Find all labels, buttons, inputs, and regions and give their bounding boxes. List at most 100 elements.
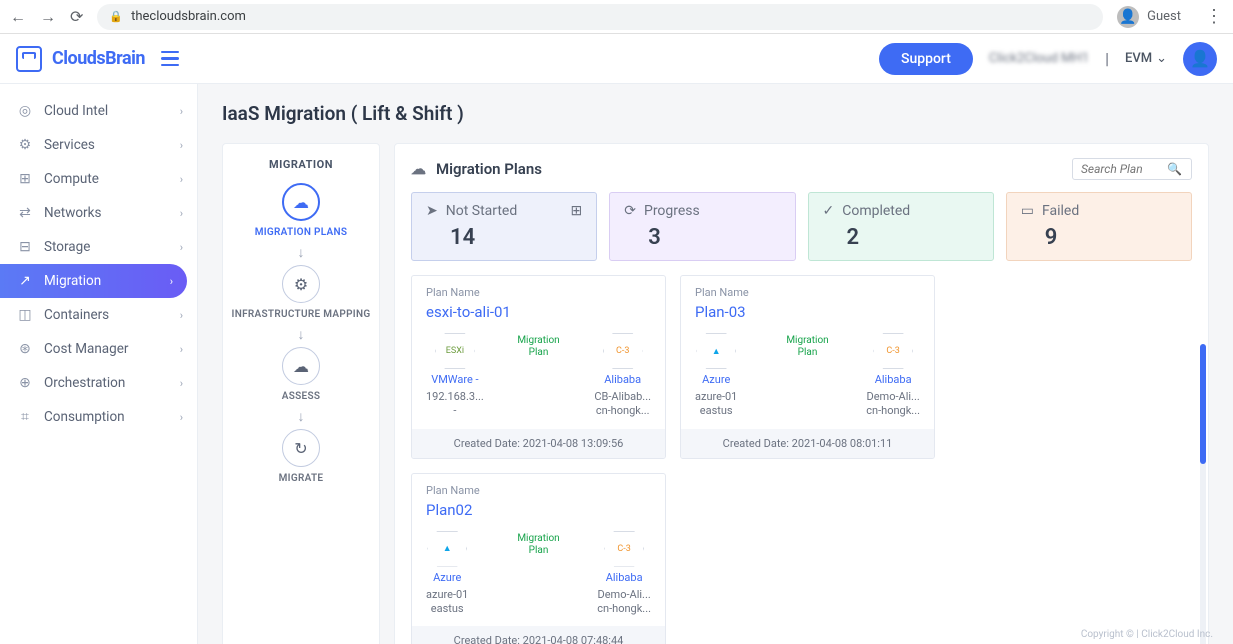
plan-name-link[interactable]: Plan02: [426, 501, 651, 519]
tree-arrow-icon: ↓: [229, 244, 373, 261]
plan-name-link[interactable]: esxi-to-ali-01: [426, 303, 651, 321]
sidebar-item-compute[interactable]: ⊞ Compute ›: [0, 162, 197, 196]
user-meta-blur: Click2Cloud MH1: [989, 51, 1089, 66]
sidebar-item-services[interactable]: ⚙ Services ›: [0, 128, 197, 162]
tree-node-migration-plans[interactable]: ☁ MIGRATION PLANS: [229, 183, 373, 238]
chevron-right-icon: ›: [170, 275, 173, 288]
chevron-right-icon: ›: [180, 173, 183, 186]
search-plan-input[interactable]: [1081, 162, 1161, 176]
url-bar[interactable]: 🔒 thecloudsbrain.com: [97, 4, 1103, 30]
tree-arrow-icon: ↓: [229, 326, 373, 343]
chevron-right-icon: ›: [180, 105, 183, 118]
plan-label: Plan Name: [695, 286, 920, 299]
sidebar-item-cost-manager[interactable]: ⊛ Cost Manager ›: [0, 332, 197, 366]
stat-not-started[interactable]: ➤ Not Started ⊞ 14: [411, 192, 597, 261]
tree-node-infrastructure-mapping[interactable]: ⚙ INFRASTRUCTURE MAPPING: [229, 265, 373, 320]
chevron-right-icon: ›: [180, 343, 183, 356]
guest-avatar-icon: 👤: [1117, 6, 1139, 28]
source-hex-icon: ▲: [427, 531, 467, 567]
migration-tree-panel: MIGRATION ☁ MIGRATION PLANS ↓ ⚙ INFRASTRUC…: [222, 143, 380, 644]
sidebar-icon: ⊟: [16, 239, 34, 255]
sidebar-item-storage[interactable]: ⊟ Storage ›: [0, 230, 197, 264]
tree-node-icon: ↻: [282, 429, 320, 467]
sidebar-label: Cost Manager: [44, 341, 128, 357]
sidebar-item-orchestration[interactable]: ⊕ Orchestration ›: [0, 366, 197, 400]
sidebar-icon: ◫: [16, 307, 34, 323]
sidebar-item-cloud-intel[interactable]: ◎ Cloud Intel ›: [0, 94, 197, 128]
source-cloud: ESXi VMWare - 192.168.3...-: [426, 333, 484, 419]
browser-menu-icon[interactable]: ⋮: [1195, 6, 1223, 27]
tree-node-assess[interactable]: ☁ ASSESS: [229, 347, 373, 402]
back-button[interactable]: ←: [10, 7, 26, 27]
url-text: thecloudsbrain.com: [131, 9, 246, 24]
plan-label: Plan Name: [426, 286, 651, 299]
stat-label: Progress: [644, 203, 700, 219]
workspace-dropdown[interactable]: EVM ⌄: [1125, 51, 1167, 66]
search-plan-box[interactable]: 🔍: [1072, 158, 1192, 180]
target-hex-icon: C-3: [603, 333, 643, 369]
stat-completed[interactable]: ✓ Completed 2: [808, 192, 994, 261]
stat-value: 2: [823, 225, 979, 250]
plans-panel: ☁ Migration Plans 🔍 ➤ Not Started ⊞: [394, 143, 1209, 644]
add-plan-button[interactable]: ⊞: [571, 203, 583, 219]
lock-icon: 🔒: [109, 10, 123, 23]
target-cloud: C-3 Alibaba Demo-Ali...cn-hongk...: [597, 531, 651, 617]
source-vendor: Azure: [426, 571, 468, 584]
target-meta: Demo-Ali...cn-hongk...: [597, 588, 651, 617]
plan-name-link[interactable]: Plan-03: [695, 303, 920, 321]
source-vendor: VMWare -: [426, 373, 484, 386]
plan-card[interactable]: Plan Name Plan02 ▲ Azure azure-01eastus …: [411, 473, 666, 644]
tree-node-label: MIGRATE: [279, 473, 324, 484]
logo-mark-icon: [16, 46, 42, 72]
sidebar-item-consumption[interactable]: ⌗ Consumption ›: [0, 400, 197, 434]
sidebar-icon: ◎: [16, 103, 34, 119]
source-vendor: Azure: [695, 373, 737, 386]
plan-card[interactable]: Plan Name esxi-to-ali-01 ESXi VMWare - 1…: [411, 275, 666, 459]
target-cloud: C-3 Alibaba Demo-Ali...cn-hongk...: [866, 333, 920, 419]
menu-toggle-button[interactable]: [161, 51, 179, 67]
migration-tree-title: MIGRATION: [229, 158, 373, 171]
tree-node-icon: ☁: [282, 183, 320, 221]
fail-icon: ▭: [1021, 203, 1034, 219]
stat-label: Not Started: [446, 203, 518, 219]
sidebar-label: Services: [44, 137, 95, 153]
stat-label: Failed: [1042, 203, 1079, 219]
target-vendor: Alibaba: [866, 373, 920, 386]
tree-node-migrate[interactable]: ↻ MIGRATE: [229, 429, 373, 484]
forward-button[interactable]: →: [40, 7, 56, 27]
browser-nav: ← → ⟳: [10, 7, 83, 27]
sidebar-item-containers[interactable]: ◫ Containers ›: [0, 298, 197, 332]
reload-button[interactable]: ⟳: [70, 7, 83, 26]
chevron-right-icon: ›: [180, 411, 183, 424]
user-avatar-button[interactable]: 👤: [1183, 42, 1217, 76]
guest-label: Guest: [1147, 9, 1181, 24]
browser-chrome: ← → ⟳ 🔒 thecloudsbrain.com 👤 Guest ⋮: [0, 0, 1233, 34]
plans-title: Migration Plans: [436, 160, 542, 178]
sidebar-label: Storage: [44, 239, 90, 255]
sidebar-icon: ⊞: [16, 171, 34, 187]
stat-progress[interactable]: ⟳ Progress 3: [609, 192, 795, 261]
search-icon: 🔍: [1167, 162, 1182, 176]
guest-indicator[interactable]: 👤 Guest: [1117, 6, 1181, 28]
sidebar-icon: ⌗: [16, 409, 34, 425]
stat-failed[interactable]: ▭ Failed 9: [1006, 192, 1192, 261]
sidebar-item-migration[interactable]: ↗ Migration ›: [0, 264, 187, 298]
footer-copyright: Copyright © | Click2Cloud Inc.: [1081, 629, 1213, 640]
plan-card[interactable]: Plan Name Plan-03 ▲ Azure azure-01eastus…: [680, 275, 935, 459]
tree-node-label: MIGRATION PLANS: [255, 227, 348, 238]
tree-node-icon: ⚙: [282, 265, 320, 303]
created-date: Created Date: 2021-04-08 07:48:44: [412, 626, 665, 644]
support-button[interactable]: Support: [879, 43, 973, 75]
sidebar-icon: ⇄: [16, 205, 34, 221]
sidebar-label: Containers: [44, 307, 109, 323]
source-meta: azure-01eastus: [695, 390, 737, 419]
chevron-right-icon: ›: [180, 377, 183, 390]
created-date: Created Date: 2021-04-08 13:09:56: [412, 429, 665, 458]
source-hex-icon: ▲: [696, 333, 736, 369]
sidebar-item-networks[interactable]: ⇄ Networks ›: [0, 196, 197, 230]
scrollbar-thumb[interactable]: [1200, 344, 1206, 464]
chevron-right-icon: ›: [180, 309, 183, 322]
migration-connector: MigrationPlan: [517, 335, 559, 359]
pipe-separator: |: [1105, 49, 1109, 68]
migration-connector: MigrationPlan: [517, 533, 559, 557]
